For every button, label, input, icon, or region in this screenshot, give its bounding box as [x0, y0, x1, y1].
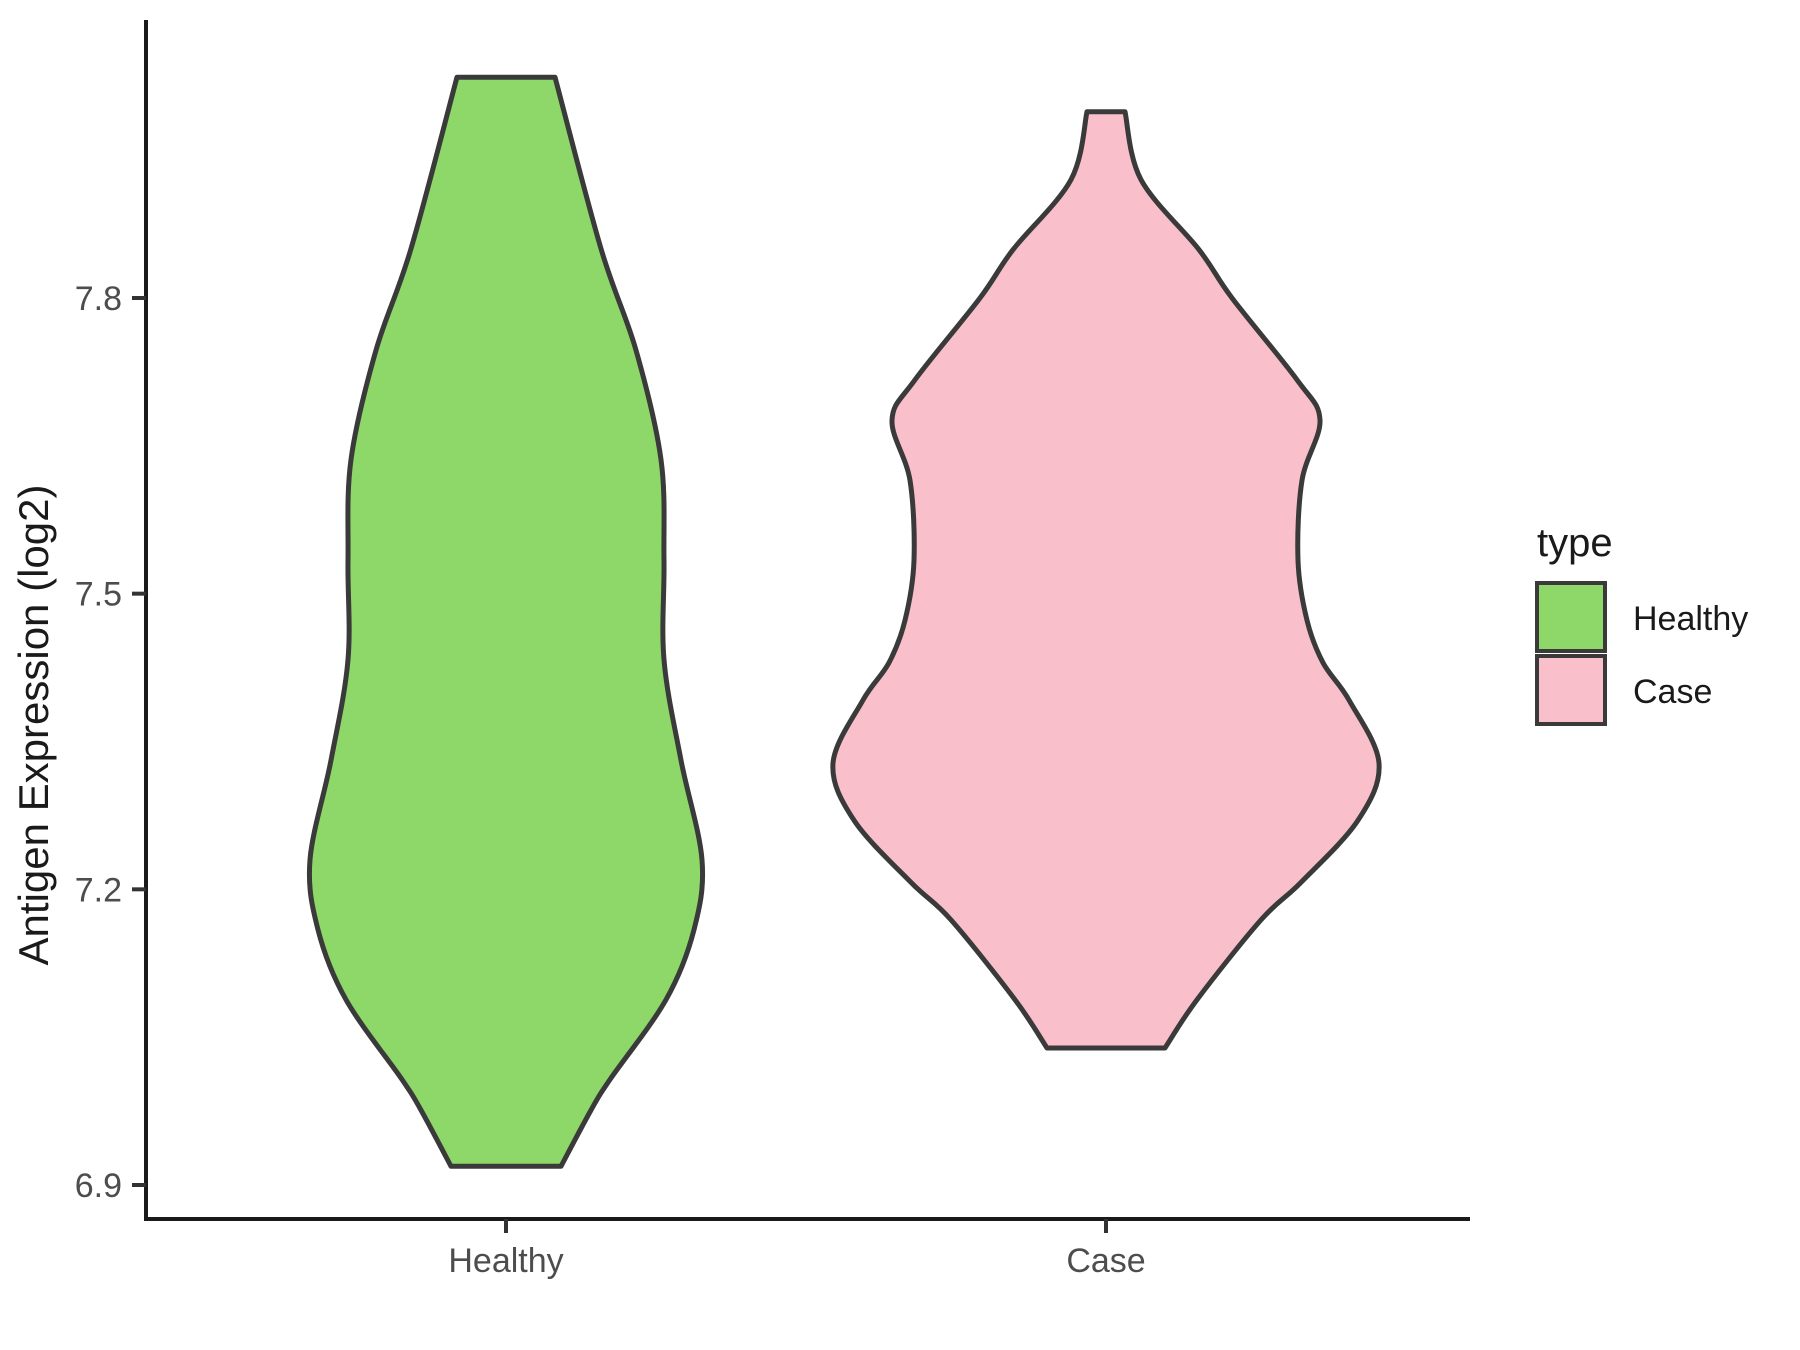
x-tick-label: Case [1066, 1242, 1145, 1280]
y-axis-ticks: 6.9 7.2 7.5 7.8 [75, 280, 146, 1205]
legend-items: Healthy Case [1535, 581, 1748, 726]
legend-key-case [1535, 654, 1607, 726]
y-tick-label: 6.9 [75, 1167, 122, 1205]
violin-shapes [306, 74, 1382, 1169]
legend-label-healthy: Healthy [1633, 600, 1748, 638]
y-axis-title: Antigen Expression (log2) [10, 485, 57, 966]
legend-key-healthy [1535, 581, 1607, 653]
y-tick-label: 7.2 [75, 871, 122, 909]
legend: type Healthy Case [1535, 521, 1748, 726]
violin-healthy [306, 74, 706, 1169]
violin-case [830, 109, 1382, 1051]
y-tick-label: 7.5 [75, 576, 122, 614]
legend-title: type [1537, 521, 1613, 565]
legend-label-case: Case [1633, 673, 1712, 711]
y-tick-label: 7.8 [75, 280, 122, 318]
x-axis-ticks: Healthy Case [448, 1219, 1146, 1280]
x-tick-label: Healthy [448, 1242, 563, 1280]
